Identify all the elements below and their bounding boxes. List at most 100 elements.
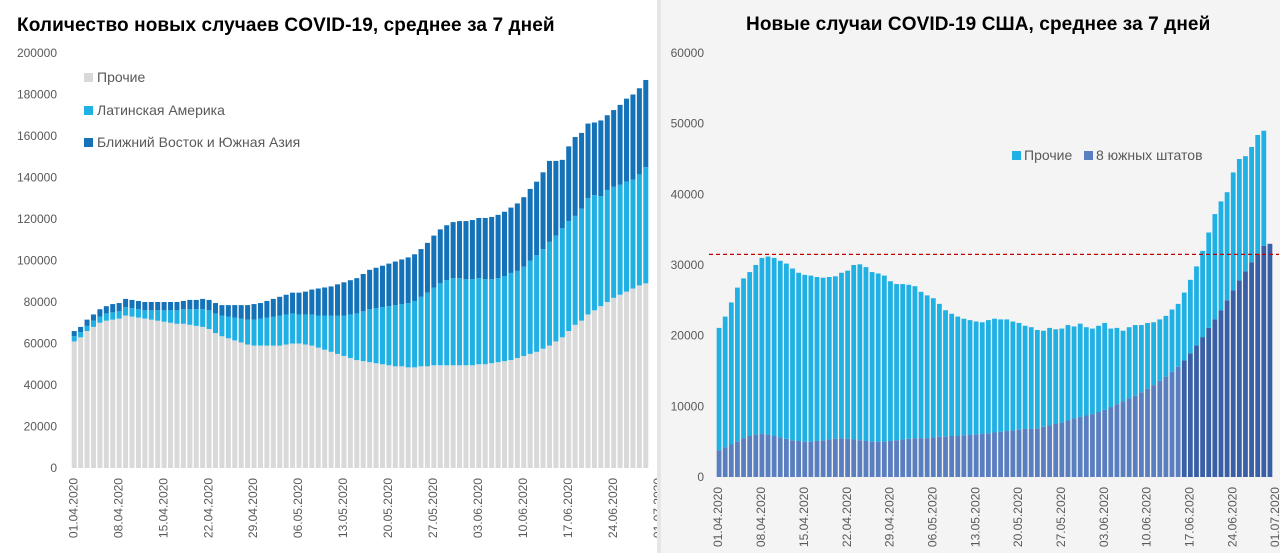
bar-series-0	[566, 331, 572, 468]
bar-series-1	[1077, 323, 1083, 417]
bar-series-0	[534, 351, 540, 468]
bar-series-1	[591, 195, 597, 311]
bar-series-1	[206, 310, 212, 329]
bar-series-0	[1120, 401, 1126, 477]
bar-series-1	[961, 318, 967, 436]
bar-series-0	[379, 364, 385, 468]
bar-series-0	[863, 440, 869, 477]
bar-series-0	[103, 320, 109, 468]
bar-series-0	[495, 362, 501, 468]
bar-series-0	[180, 323, 186, 468]
bar-series-0	[347, 358, 353, 468]
bar-series-0	[1249, 262, 1254, 477]
chart-panel-usa: Новые случаи COVID-19 США, среднее за 7 …	[661, 0, 1280, 553]
chart-panel-global: Количество новых случаев COVID-19, средн…	[16, 15, 657, 539]
bar-series-1	[728, 302, 734, 445]
bar-series-2	[392, 261, 398, 306]
bar-series-1	[624, 181, 630, 292]
bar-series-1	[973, 321, 979, 435]
bar-series-0	[225, 338, 231, 468]
bar-series-0	[123, 315, 129, 468]
bar-series-0	[1157, 380, 1163, 477]
x-tick-label: 01.04.2020	[711, 487, 725, 547]
bar-series-1	[347, 314, 353, 359]
bar-series-1	[1016, 322, 1022, 430]
bar-series-0	[142, 318, 148, 468]
bar-series-0	[360, 361, 366, 468]
y-tick-label: 0	[50, 461, 57, 475]
bar-series-0	[741, 438, 746, 477]
bar-series-2	[450, 222, 456, 279]
bar-series-2	[579, 132, 585, 209]
bar-series-0	[1243, 271, 1248, 477]
bar-series-0	[559, 337, 565, 468]
x-tick-label: 03.06.2020	[471, 478, 485, 538]
bar-series-2	[123, 298, 129, 308]
bar-series-1	[643, 167, 649, 284]
bar-series-0	[1004, 431, 1010, 477]
bar-series-2	[514, 203, 520, 271]
bar-series-0	[277, 345, 283, 468]
bar-series-0	[747, 436, 753, 477]
bar-series-2	[630, 94, 636, 180]
bar-series-2	[148, 302, 154, 311]
bar-series-1	[747, 272, 753, 437]
bar-series-2	[257, 303, 263, 319]
bar-series-1	[1022, 325, 1028, 429]
bar-series-2	[457, 221, 463, 279]
bar-series-0	[1083, 415, 1089, 477]
bar-series-0	[1126, 398, 1132, 477]
bar-series-0	[264, 345, 270, 468]
bar-series-0	[469, 365, 475, 468]
x-tick-label: 10.06.2020	[1140, 487, 1154, 547]
bar-series-2	[489, 216, 495, 280]
bar-series-0	[1267, 243, 1273, 477]
bar-series-1	[135, 309, 141, 318]
bar-series-0	[617, 294, 623, 468]
bar-series-0	[553, 341, 559, 468]
bar-series-1	[379, 307, 385, 365]
bar-series-0	[476, 364, 482, 468]
bar-series-0	[155, 320, 161, 468]
bar-series-0	[1090, 414, 1095, 477]
bar-series-2	[219, 305, 225, 316]
y-tick-label: 140000	[17, 171, 57, 185]
bar-series-1	[168, 310, 174, 323]
bar-series-2	[347, 280, 353, 315]
bar-series-2	[78, 326, 84, 333]
bar-series-1	[790, 268, 795, 441]
bar-series-1	[985, 320, 991, 434]
bar-series-0	[1206, 327, 1212, 477]
bar-series-1	[213, 313, 219, 334]
x-tick-label: 24.06.2020	[1225, 487, 1239, 547]
bar-series-0	[1065, 420, 1071, 477]
chart-title-usa: Новые случаи COVID-19 США, среднее за 7 …	[746, 14, 1211, 35]
bar-series-0	[1145, 388, 1150, 477]
x-tick-label: 13.05.2020	[968, 487, 982, 547]
bar-series-1	[839, 272, 844, 439]
bar-series-0	[912, 438, 918, 477]
bar-series-1	[906, 284, 912, 439]
bar-series-1	[97, 316, 103, 323]
bar-series-1	[437, 283, 443, 366]
bar-series-1	[431, 287, 437, 366]
bar-series-0	[802, 441, 808, 477]
bar-series-1	[412, 300, 418, 368]
bar-series-1	[290, 313, 296, 344]
bar-series-1	[123, 307, 129, 316]
bar-series-1	[955, 316, 961, 437]
bar-series-0	[845, 438, 850, 477]
bar-series-2	[129, 299, 135, 309]
bar-series-0	[245, 344, 251, 468]
bar-series-0	[161, 321, 167, 468]
bar-series-2	[155, 302, 161, 311]
bar-series-2	[341, 282, 347, 316]
bar-series-1	[367, 309, 373, 363]
bar-series-1	[251, 319, 257, 346]
bar-series-1	[716, 327, 722, 451]
bar-series-2	[360, 273, 366, 312]
bar-series-1	[360, 311, 366, 362]
bar-series-0	[753, 434, 759, 477]
bar-series-1	[322, 315, 328, 350]
